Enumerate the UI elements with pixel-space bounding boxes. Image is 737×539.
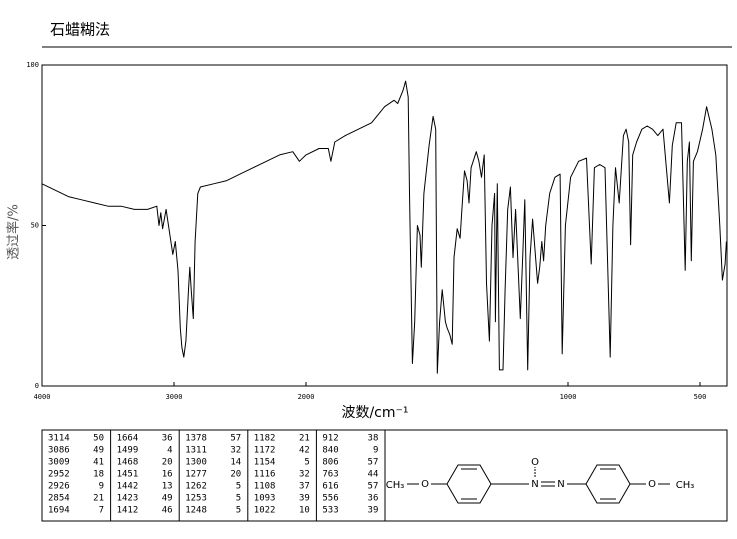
peak-wavenumber: 1694 xyxy=(48,506,70,516)
peak-wavenumber: 1182 xyxy=(254,434,276,444)
peak-wavenumber: 763 xyxy=(322,470,338,480)
chart-title: 石蜡糊法 xyxy=(50,21,110,39)
peak-wavenumber: 1499 xyxy=(117,446,139,456)
peak-wavenumber: 1378 xyxy=(185,434,207,444)
plot-frame xyxy=(41,64,728,387)
peak-wavenumber: 1412 xyxy=(117,506,139,516)
peak-transmittance: 18 xyxy=(93,470,104,480)
peak-transmittance: 5 xyxy=(236,506,241,516)
peak-wavenumber: 1154 xyxy=(254,458,276,468)
peak-wavenumber: 1262 xyxy=(185,482,207,492)
peak-wavenumber: 533 xyxy=(322,506,338,516)
ring xyxy=(446,464,492,504)
peak-transmittance: 5 xyxy=(236,494,241,504)
peak-transmittance: 21 xyxy=(93,494,104,504)
x-tick-label: 2000 xyxy=(298,393,315,401)
atom-label: CH₃ xyxy=(676,480,695,491)
peak-transmittance: 36 xyxy=(368,494,379,504)
peak-transmittance: 44 xyxy=(368,470,379,480)
peak-wavenumber: 1172 xyxy=(254,446,276,456)
peak-wavenumber: 1664 xyxy=(117,434,139,444)
peak-transmittance: 57 xyxy=(368,482,379,492)
peak-transmittance: 36 xyxy=(162,434,173,444)
peak-transmittance: 14 xyxy=(230,458,241,468)
peak-transmittance: 49 xyxy=(162,494,173,504)
peak-transmittance: 9 xyxy=(99,482,104,492)
peak-wavenumber: 1093 xyxy=(254,494,276,504)
peak-transmittance: 13 xyxy=(162,482,173,492)
peak-wavenumber: 2952 xyxy=(48,470,70,480)
peak-transmittance: 57 xyxy=(230,434,241,444)
peak-transmittance: 49 xyxy=(93,446,104,456)
peak-transmittance: 10 xyxy=(299,506,310,516)
peak-transmittance: 39 xyxy=(368,506,379,516)
peak-wavenumber: 912 xyxy=(322,434,338,444)
peak-wavenumber: 1248 xyxy=(185,506,207,516)
peak-transmittance: 7 xyxy=(99,506,104,516)
peak-wavenumber: 2926 xyxy=(48,482,70,492)
y-tick-label: 0 xyxy=(35,382,39,390)
peak-transmittance: 16 xyxy=(162,470,173,480)
x-tick-label: 3000 xyxy=(166,393,183,401)
peak-wavenumber: 1442 xyxy=(117,482,139,492)
peak-wavenumber: 1451 xyxy=(117,470,139,480)
spectrum-line xyxy=(41,80,727,374)
peak-transmittance: 32 xyxy=(230,446,241,456)
peak-wavenumber: 1468 xyxy=(117,458,139,468)
peak-transmittance: 38 xyxy=(368,434,379,444)
y-tick-label: 50 xyxy=(31,222,39,230)
peak-wavenumber: 3114 xyxy=(48,434,70,444)
x-tick-label: 1000 xyxy=(560,393,577,401)
peak-transmittance: 57 xyxy=(368,458,379,468)
peak-transmittance: 39 xyxy=(299,494,310,504)
peak-wavenumber: 556 xyxy=(322,494,338,504)
structure xyxy=(407,464,670,504)
peak-wavenumber: 1108 xyxy=(254,482,276,492)
peak-transmittance: 42 xyxy=(299,446,310,456)
peak-wavenumber: 1300 xyxy=(185,458,207,468)
peak-transmittance: 5 xyxy=(236,482,241,492)
peak-transmittance: 20 xyxy=(162,458,173,468)
atom-label: O xyxy=(421,479,429,490)
peak-transmittance: 21 xyxy=(299,434,310,444)
atom-label: O xyxy=(648,479,656,490)
peak-transmittance: 50 xyxy=(93,434,104,444)
atom-label: N xyxy=(557,479,564,490)
peak-transmittance: 46 xyxy=(162,506,173,516)
peak-transmittance: 37 xyxy=(299,482,310,492)
peak-wavenumber: 806 xyxy=(322,458,338,468)
peak-transmittance: 9 xyxy=(373,446,378,456)
peak-transmittance: 20 xyxy=(230,470,241,480)
atom-label: CH₃ xyxy=(386,480,405,491)
peak-wavenumber: 3009 xyxy=(48,458,70,468)
peak-wavenumber: 616 xyxy=(322,482,338,492)
peak-wavenumber: 1311 xyxy=(185,446,207,456)
y-tick-label: 100 xyxy=(26,61,39,69)
peak-transmittance: 4 xyxy=(167,446,172,456)
peak-wavenumber: 1253 xyxy=(185,494,207,504)
peak-transmittance: 41 xyxy=(93,458,104,468)
y-axis-label: 透过率/% xyxy=(6,204,22,260)
x-axis-label: 波数/cm⁻¹ xyxy=(341,405,408,421)
x-tick-label: 500 xyxy=(694,393,707,401)
peak-wavenumber: 1277 xyxy=(185,470,207,480)
ring xyxy=(585,464,631,504)
x-tick-label: 4000 xyxy=(34,393,51,401)
peak-wavenumber: 1022 xyxy=(254,506,276,516)
atom-label: O xyxy=(531,457,539,468)
peak-transmittance: 5 xyxy=(304,458,309,468)
peak-wavenumber: 1423 xyxy=(117,494,139,504)
peak-wavenumber: 3086 xyxy=(48,446,70,456)
peak-wavenumber: 1116 xyxy=(254,470,276,480)
atom-label: N xyxy=(531,479,538,490)
peak-transmittance: 32 xyxy=(299,470,310,480)
peak-wavenumber: 840 xyxy=(322,446,338,456)
peak-wavenumber: 2854 xyxy=(48,494,70,504)
